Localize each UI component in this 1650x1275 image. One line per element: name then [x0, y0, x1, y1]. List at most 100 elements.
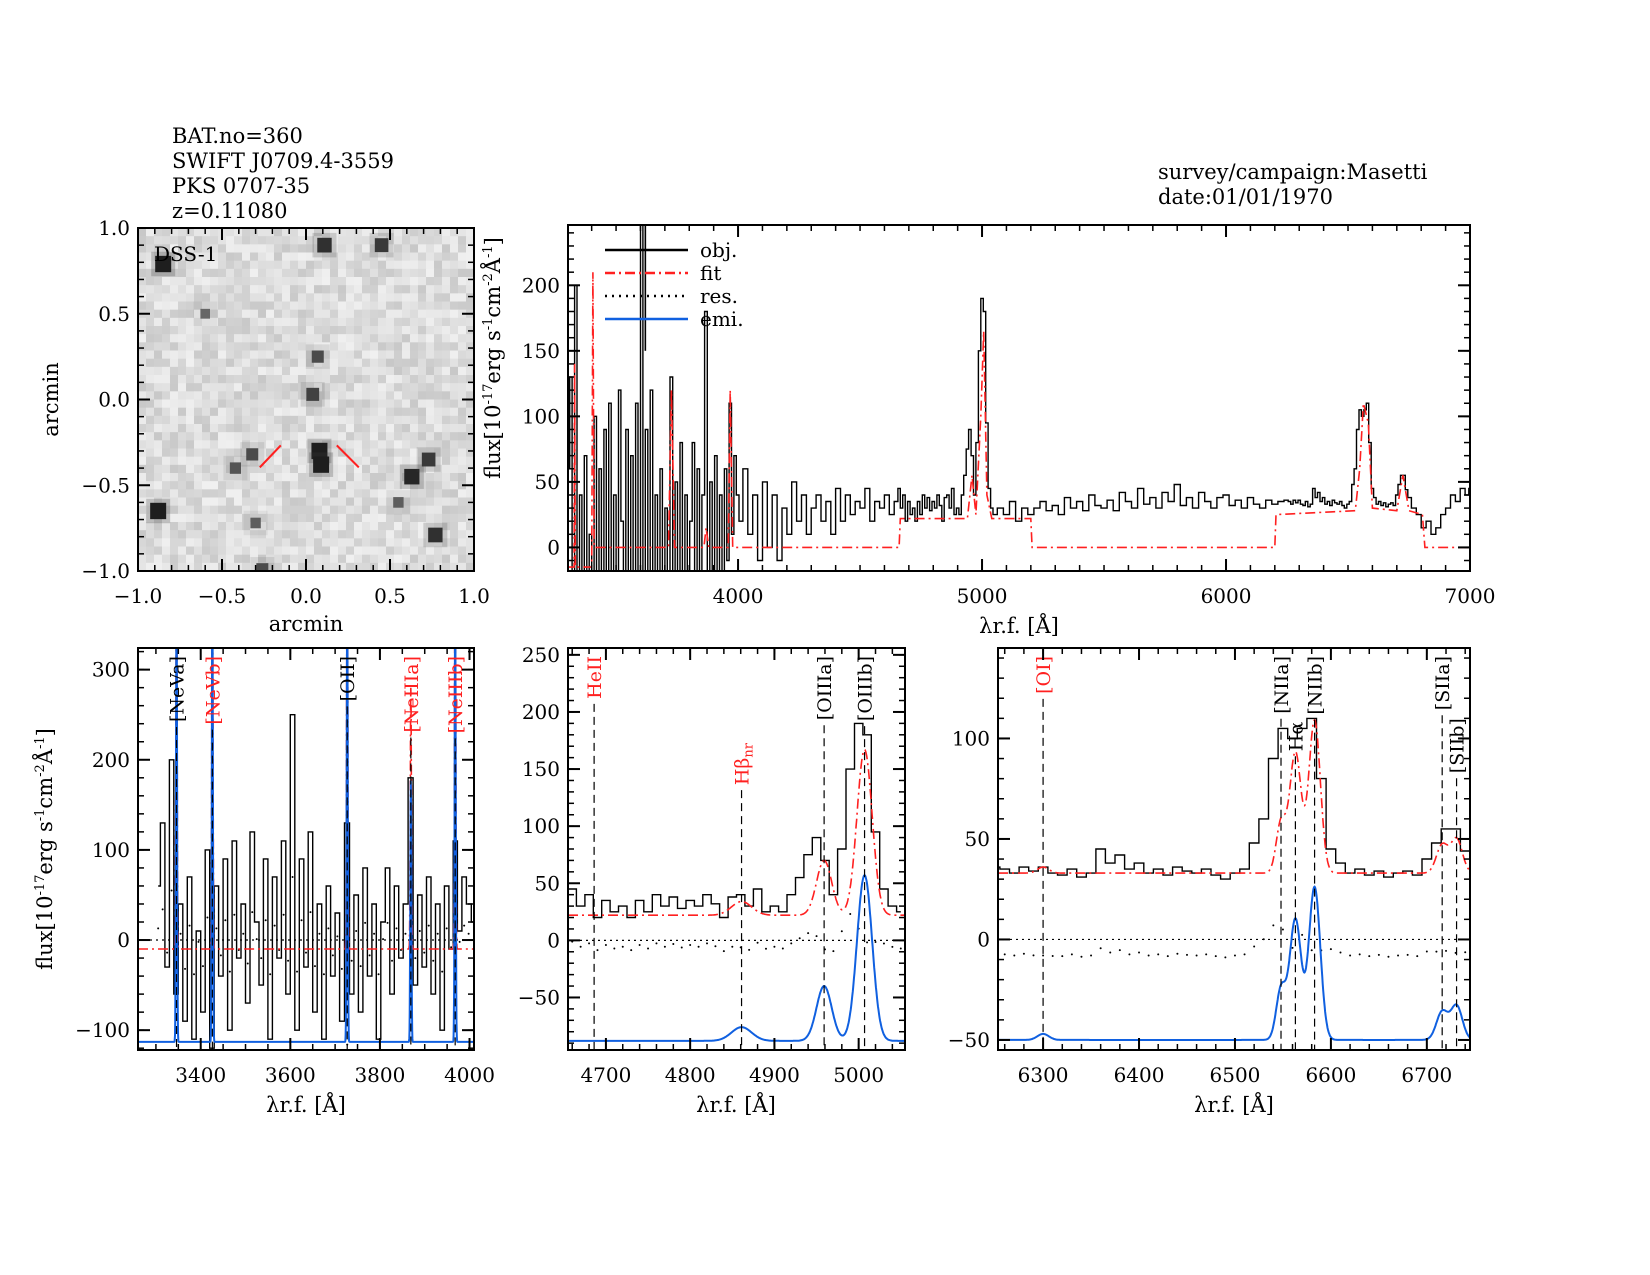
sky-pixel	[282, 252, 291, 262]
sky-pixel	[306, 481, 315, 490]
sky-pixel	[282, 350, 291, 360]
residual-point	[1425, 950, 1428, 953]
sky-pixel	[298, 562, 307, 571]
sky-pixel	[362, 538, 371, 547]
sky-pixel	[186, 522, 195, 531]
sky-pixel	[242, 481, 251, 490]
sky-pixel	[442, 260, 451, 270]
sky-pixel	[362, 228, 371, 237]
redshift: z=0.11080	[172, 199, 288, 223]
sky-pixel	[178, 530, 187, 539]
sky-pixel	[322, 375, 331, 384]
sky-pixel	[434, 334, 443, 343]
sky-pixel	[346, 301, 355, 311]
sky-pixel	[162, 358, 171, 368]
sky-pixel	[466, 530, 474, 539]
sky-pixel	[170, 399, 179, 409]
sky-pixel	[202, 228, 211, 237]
sky-pixel	[274, 513, 283, 523]
sky-pixel	[338, 530, 347, 539]
residual-point	[300, 919, 303, 922]
sky-pixel	[386, 391, 395, 400]
sky-pixel	[402, 456, 411, 466]
sky-pixel	[298, 513, 307, 523]
sky-pixel	[314, 375, 323, 384]
sky-pixel	[138, 391, 147, 400]
sky-pixel	[210, 342, 219, 351]
residual-point	[899, 947, 902, 950]
sky-pixel	[186, 342, 195, 351]
sky-pixel	[274, 301, 283, 311]
sky-pixel	[314, 383, 323, 392]
sky-pixel	[362, 432, 371, 441]
sky-pixel	[314, 432, 323, 441]
sky-pixel	[338, 366, 347, 376]
sky-pixel	[282, 285, 291, 294]
sky-pixel	[194, 554, 203, 564]
sky-pixel	[410, 301, 419, 311]
sky-pixel	[322, 350, 331, 360]
sky-pixel	[178, 268, 187, 278]
star	[311, 442, 328, 460]
sky-pixel	[418, 334, 427, 343]
sky-pixel	[242, 440, 251, 449]
sky-pixel	[458, 513, 467, 523]
sky-pixel	[202, 358, 211, 368]
sky-pixel	[234, 432, 243, 441]
sky-pixel	[154, 350, 163, 360]
sky-pixel	[426, 415, 435, 425]
sky-pixel	[466, 407, 474, 417]
sky-pixel	[386, 309, 395, 319]
sky-pixel	[138, 424, 147, 433]
sky-pixel	[186, 554, 195, 564]
sky-pixel	[266, 350, 275, 360]
sky-pixel	[410, 260, 419, 270]
sky-pixel	[234, 554, 243, 564]
plot-area	[138, 228, 474, 571]
sky-pixel	[434, 399, 443, 409]
sky-pixel	[282, 424, 291, 433]
residual-point	[305, 951, 307, 954]
sky-pixel	[418, 407, 427, 417]
sky-pixel	[178, 497, 187, 507]
sky-pixel	[402, 481, 411, 490]
sky-pixel	[410, 562, 419, 571]
sky-pixel	[162, 497, 171, 507]
residual-point	[418, 930, 421, 933]
sky-pixel	[202, 562, 211, 571]
sky-pixel	[338, 383, 347, 392]
sky-pixel	[410, 350, 419, 360]
y-axis-label: flux[10-17erg s-1cm-2Å-1]	[480, 237, 505, 479]
sky-pixel	[178, 464, 187, 474]
sky-pixel	[378, 448, 387, 458]
sky-pixel	[410, 252, 419, 262]
sky-pixel	[282, 489, 291, 498]
sky-pixel	[450, 505, 459, 515]
sky-pixel	[354, 260, 363, 270]
x-tick-label: 6700	[1401, 1063, 1452, 1087]
residual-point	[798, 937, 801, 940]
sky-pixel	[378, 391, 387, 400]
sky-pixel	[402, 383, 411, 392]
sky-pixel	[210, 326, 219, 335]
sky-pixel	[450, 277, 459, 286]
sky-pixel	[442, 326, 451, 335]
sky-pixel	[266, 432, 275, 441]
sky-pixel	[402, 522, 411, 531]
sky-pixel	[418, 358, 427, 368]
sky-pixel	[218, 407, 227, 417]
x-tick-label: 1.0	[458, 584, 490, 608]
sky-pixel	[210, 456, 219, 466]
x-tick-label: 6300	[1018, 1063, 1069, 1087]
sky-pixel	[354, 481, 363, 490]
sky-pixel	[306, 285, 315, 294]
sky-pixel	[290, 546, 299, 556]
sky-pixel	[466, 236, 474, 245]
sky-pixel	[258, 513, 267, 523]
sky-pixel	[402, 268, 411, 278]
sky-pixel	[146, 268, 155, 278]
sky-pixel	[434, 260, 443, 270]
y-tick-label: 0	[977, 927, 990, 951]
sky-pixel	[442, 350, 451, 360]
sky-pixel	[378, 317, 387, 327]
